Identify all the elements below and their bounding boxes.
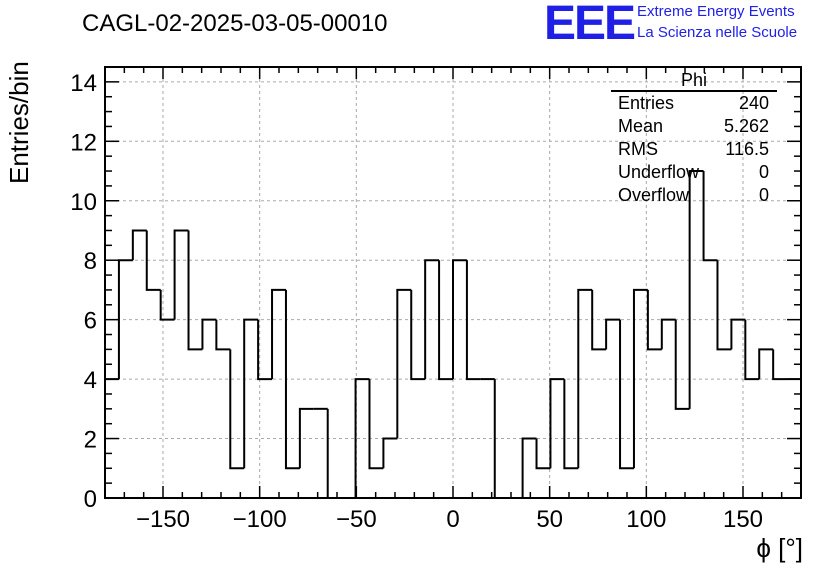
x-tick-label: 150 (723, 506, 763, 533)
histogram-bin (772, 349, 788, 381)
stats-value: 240 (738, 93, 769, 113)
stats-row-rms: RMS 116.5 (611, 138, 777, 161)
stats-label: Entries (618, 93, 675, 113)
histogram-bin (730, 318, 746, 350)
stats-title: Phi (611, 70, 777, 92)
x-tick-label: 100 (626, 506, 666, 533)
histogram-bin (619, 319, 634, 470)
y-axis-label: Entries/bin (4, 61, 34, 184)
stats-row-overflow: Overflow 0 (611, 184, 777, 207)
histogram-bin (368, 379, 384, 470)
stats-value: 5.262 (723, 116, 769, 136)
y-tick-label: 0 (84, 486, 97, 513)
stats-label: RMS (618, 139, 658, 159)
histogram-bin (438, 260, 453, 381)
histogram-bin (215, 319, 231, 351)
y-tick-label: 8 (84, 248, 97, 275)
stats-row-entries: Entries 240 (611, 92, 777, 115)
x-tick-label: 50 (536, 506, 563, 533)
stats-row-underflow: Underflow 0 (611, 161, 777, 184)
histogram-bin (549, 378, 565, 469)
histogram-bin (674, 319, 690, 410)
logo-line-1: Extreme Energy Events (637, 3, 795, 20)
histogram-bin (271, 288, 286, 380)
histogram-bin (396, 288, 412, 439)
histogram-bin (298, 407, 314, 469)
histogram-bin (591, 289, 607, 351)
histogram-bin (145, 230, 161, 291)
histogram-bin (577, 288, 593, 469)
histogram-bin (173, 229, 189, 320)
histogram-bin (452, 259, 467, 380)
stats-value: 116.5 (725, 139, 769, 159)
histogram-bin (187, 230, 203, 351)
y-tick-label: 6 (84, 308, 97, 335)
stats-value: 0 (758, 162, 769, 182)
histogram-bin (702, 171, 718, 262)
stats-box: Phi Entries 240 Mean 5.262 RMS 116.5 Und… (611, 70, 777, 207)
histogram-bin (660, 318, 676, 350)
histogram-bin (410, 289, 426, 381)
histogram-bin (131, 229, 147, 261)
histogram-bin (201, 318, 217, 350)
histogram-bin (758, 348, 774, 380)
eee-logo: EEE (544, 0, 636, 50)
x-tick-label: −50 (336, 506, 377, 533)
histogram-bin (257, 319, 273, 381)
y-tick-label: 10 (70, 189, 97, 216)
y-tick-label: 2 (84, 427, 97, 454)
histogram-bin (646, 289, 662, 351)
stats-value: 0 (758, 185, 769, 205)
histogram-bin (688, 170, 704, 409)
histogram-bin (605, 318, 621, 350)
x-tick-label: −100 (233, 506, 287, 533)
histogram-bin (354, 378, 370, 498)
histogram-bin (229, 349, 245, 470)
x-tick-label: 0 (446, 506, 459, 533)
x-axis-label: ϕ [°] (756, 533, 803, 563)
histogram-bin (632, 288, 648, 469)
x-tick-label: −150 (136, 506, 190, 533)
histogram-bin (716, 260, 732, 351)
histogram-bin (243, 318, 259, 469)
y-tick-label: 4 (84, 367, 97, 394)
histogram-bin (424, 259, 440, 380)
axis-ticks: −150 −100 −50 0 50 100 150 0 2 4 6 8 10 12 14 (70, 66, 802, 533)
histogram-bin (521, 437, 537, 498)
stats-label: Overflow (618, 185, 690, 205)
y-tick-label: 14 (70, 70, 97, 97)
stats-row-mean: Mean 5.262 (611, 115, 777, 138)
histogram-bin (465, 260, 481, 381)
histogram-bin (284, 289, 300, 470)
histogram-bin (744, 319, 760, 381)
histogram-bin (326, 408, 342, 499)
stats-label: Underflow (618, 162, 700, 182)
histogram-bin (159, 289, 175, 321)
y-tick-label: 12 (70, 129, 97, 156)
histogram-bin (535, 438, 551, 470)
run-title: CAGL-02-2025-03-05-00010 (82, 10, 388, 37)
histogram-series (104, 170, 802, 499)
logo-line-2: La Scienza nelle Scuole (637, 24, 798, 41)
stats-label: Mean (618, 116, 664, 136)
histogram-bin (382, 437, 398, 469)
histogram-bin (563, 379, 579, 470)
